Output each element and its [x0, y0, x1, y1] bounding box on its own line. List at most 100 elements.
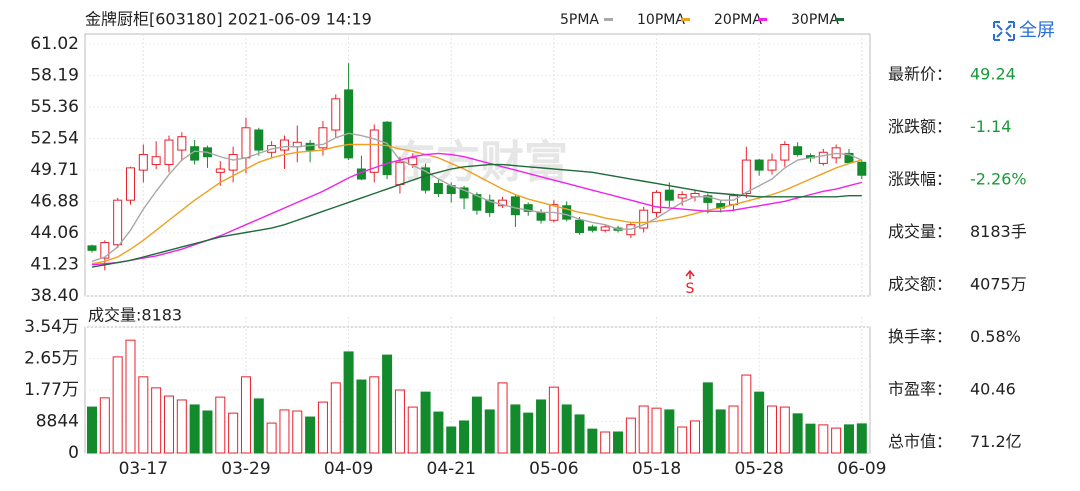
y-tick-label: 58.19 — [30, 66, 79, 86]
volume-bar — [754, 391, 765, 454]
volume-bar — [317, 401, 328, 454]
volume-bar — [471, 396, 482, 454]
candle-body — [331, 98, 341, 131]
volume-bar — [356, 379, 367, 454]
legend-swatch — [758, 18, 767, 21]
info-label: 涨跌额： — [888, 117, 952, 136]
volume-bar — [343, 351, 354, 454]
candle-body — [151, 156, 161, 166]
volume-bar — [138, 376, 149, 454]
x-tick-label: 05-28 — [734, 459, 783, 479]
info-value: -2.26% — [970, 170, 1027, 189]
candle-body — [857, 161, 867, 176]
volume-bar — [600, 431, 611, 454]
candle-body — [87, 245, 97, 251]
volume-bar — [407, 406, 418, 454]
candle-body — [177, 136, 187, 151]
candle-body — [241, 127, 251, 159]
legend-swatch — [835, 18, 844, 21]
chart-title: 金牌厨柜[603180] 2021-06-09 14:19 — [85, 10, 372, 29]
candle-body — [382, 121, 392, 176]
volume-bar — [189, 404, 200, 454]
volume-bar — [459, 420, 470, 454]
y-tick-label: 49.71 — [30, 160, 79, 180]
annotation-arrow — [685, 269, 695, 279]
y-tick-label: 1.77万 — [24, 380, 79, 400]
info-label: 涨跌幅： — [888, 170, 952, 189]
y-tick-label: 0 — [68, 443, 79, 463]
fullscreen-icon — [993, 21, 1015, 41]
candle-body — [523, 204, 533, 212]
x-tick-label: 04-21 — [427, 459, 476, 479]
volume-bar — [664, 409, 675, 454]
watermark: 东方财富 — [392, 137, 568, 188]
candle-body — [254, 129, 264, 151]
volume-bar — [677, 426, 688, 454]
info-label: 换手率： — [888, 327, 952, 346]
volume-bar — [779, 406, 790, 454]
candle-body — [767, 159, 777, 171]
volume-bar — [382, 354, 393, 454]
volume-bar — [215, 396, 226, 454]
volume-bar — [266, 422, 277, 454]
candle-body — [125, 167, 135, 201]
info-value: 8183手 — [970, 222, 1027, 241]
volume-bar — [87, 406, 97, 454]
candle-body — [703, 195, 713, 203]
volume-bar — [831, 427, 842, 454]
volume-bar — [561, 404, 572, 454]
candle-body — [793, 146, 803, 156]
candle-body — [318, 127, 328, 149]
candle-body — [421, 167, 431, 191]
legend-swatch — [681, 18, 690, 21]
candle-body — [215, 168, 225, 173]
candle-body — [164, 139, 174, 166]
fullscreen-label[interactable]: 全屏 — [1019, 20, 1055, 41]
volume-bar — [548, 386, 559, 454]
candle-body — [510, 196, 520, 216]
volume-bar — [176, 399, 187, 454]
candle-body — [395, 161, 405, 186]
candle-body — [844, 152, 854, 164]
info-value: 4075万 — [970, 275, 1027, 294]
ma-line — [91, 163, 862, 268]
candle-body — [664, 189, 674, 201]
volume-bar — [163, 395, 174, 454]
volume-bar — [510, 404, 521, 454]
volume-bar — [574, 414, 585, 454]
x-tick-label: 05-06 — [529, 459, 578, 479]
info-value: 40.46 — [970, 380, 1016, 399]
volume-bar — [240, 376, 251, 454]
y-tick-label: 41.23 — [30, 254, 79, 274]
y-tick-label: 3.54万 — [24, 317, 79, 337]
fullscreen-button[interactable]: 全屏 — [993, 20, 1055, 41]
volume-bar — [202, 410, 213, 454]
candle-body — [113, 199, 123, 246]
volume-bar — [587, 428, 598, 454]
ma-line — [91, 132, 863, 263]
legend-label: 5PMA — [560, 12, 599, 28]
volume-bar — [818, 424, 829, 454]
y-tick-label: 52.54 — [30, 128, 79, 148]
volume-bar — [279, 409, 290, 454]
volume-bar — [792, 413, 803, 454]
info-label: 成交量： — [888, 222, 952, 241]
volume-bar — [741, 374, 752, 454]
volume-bar — [856, 423, 867, 454]
x-tick-label: 03-17 — [119, 459, 168, 479]
volume-bar — [497, 382, 508, 454]
volume-bar — [253, 398, 264, 454]
info-label: 总市值： — [888, 432, 952, 451]
volume-bar — [690, 420, 701, 454]
volume-bar — [433, 411, 444, 454]
volume-bar — [805, 423, 816, 454]
volume-bar — [702, 382, 713, 454]
volume-bar — [651, 407, 662, 454]
candle-body — [536, 211, 546, 221]
candle-body — [818, 151, 828, 164]
volume-bar — [613, 431, 624, 454]
candle-body — [279, 139, 289, 151]
info-label: 市盈率： — [888, 380, 952, 399]
legend-swatch — [604, 18, 613, 21]
